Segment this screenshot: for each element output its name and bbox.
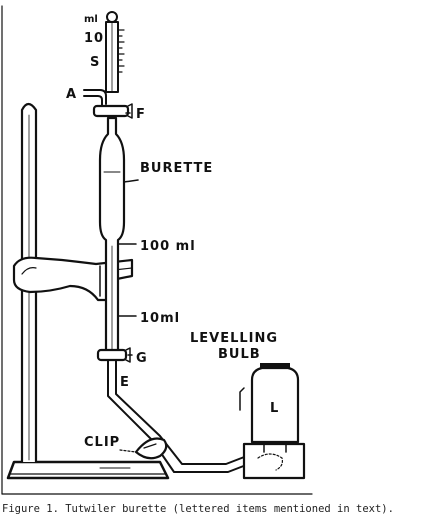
levelling-bulb <box>239 363 300 453</box>
label-10: 10 <box>84 31 104 46</box>
label-a: A <box>66 87 77 102</box>
side-tube-a <box>83 89 107 107</box>
label-l: L <box>270 401 279 416</box>
label-ml: ml <box>84 14 98 25</box>
stand-base <box>6 460 170 480</box>
label-100ml: 100 ml <box>140 239 196 254</box>
label-bulb: BULB <box>218 347 261 362</box>
label-e: E <box>120 375 130 390</box>
burette-body <box>98 116 126 354</box>
label-g: G <box>136 351 148 366</box>
label-s: S <box>90 55 100 70</box>
stopcock-f <box>92 103 133 119</box>
graduated-tube <box>105 11 125 93</box>
pointer-lines <box>117 112 139 356</box>
bulb-stand <box>242 442 306 480</box>
label-f: F <box>136 107 146 122</box>
tutwiler-burette-diagram: ml 10 S A F BURETTE 100 ml 10ml G E LEVE… <box>1 5 313 495</box>
label-10ml: 10ml <box>140 311 180 326</box>
tube-clip <box>119 437 168 460</box>
outlet-e <box>107 359 117 379</box>
label-clip: CLIP <box>84 435 120 450</box>
label-burette: BURETTE <box>140 161 213 176</box>
stopcock-g <box>96 347 131 363</box>
label-levelling: LEVELLING <box>190 331 278 346</box>
figure-caption: Figure 1. Tutwiler burette (lettered ite… <box>2 503 394 515</box>
